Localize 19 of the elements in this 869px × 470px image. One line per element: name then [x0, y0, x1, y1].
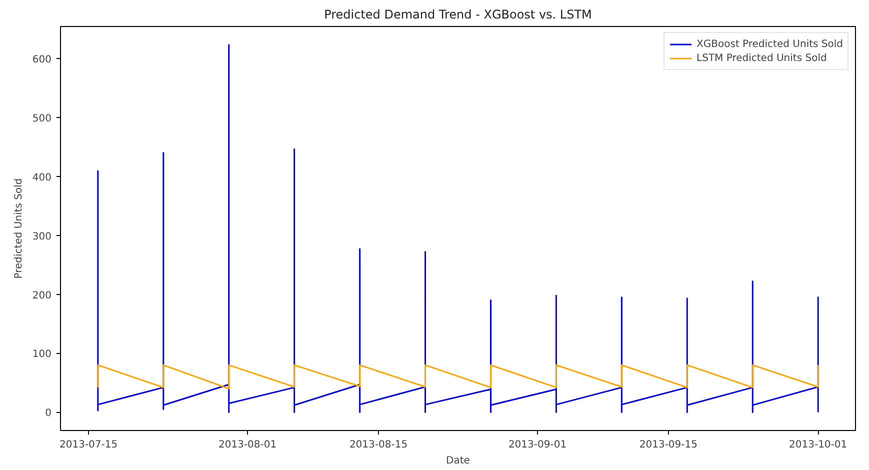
y-axis-title: Predicted Units Sold [13, 178, 24, 279]
x-tick-label: 2013-07-15 [60, 440, 118, 450]
x-tick-label: 2013-08-15 [349, 440, 408, 450]
y-tick-label: 400 [32, 172, 52, 184]
line-series [97, 364, 819, 390]
legend-label: XGBoost Predicted Units Sold [696, 38, 843, 50]
chart-title: Predicted Demand Trend - XGBoost vs. LSTM [324, 8, 592, 22]
y-tick-label: 100 [32, 349, 52, 360]
x-axis-title: Date [446, 456, 470, 466]
y-tick-label: 600 [32, 54, 52, 66]
legend-label: LSTM Predicted Units Sold [696, 52, 827, 64]
x-tick-label: 2013-10-01 [789, 440, 848, 450]
x-tick-label: 2013-08-01 [218, 440, 277, 450]
y-tick-label: 500 [32, 113, 52, 124]
x-tick-label: 2013-09-01 [508, 440, 567, 450]
y-tick-label: 200 [32, 290, 52, 302]
y-tick-label: 0 [45, 408, 52, 420]
x-tick-label: 2013-09-15 [639, 440, 698, 450]
y-tick-label: 300 [32, 231, 52, 242]
